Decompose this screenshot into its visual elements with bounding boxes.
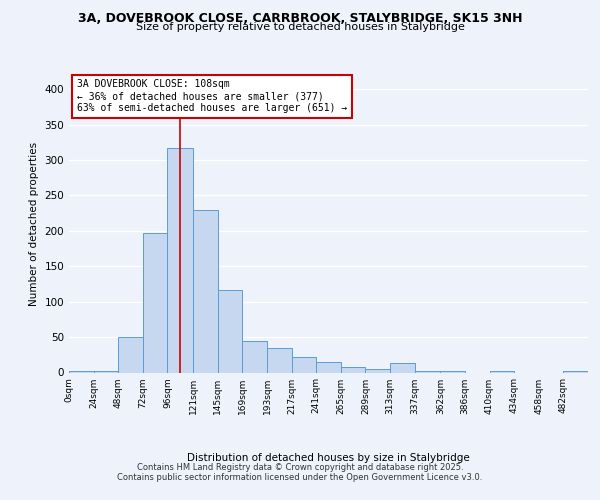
Y-axis label: Number of detached properties: Number of detached properties [29,142,39,306]
Text: Contains HM Land Registry data © Crown copyright and database right 2025.: Contains HM Land Registry data © Crown c… [137,462,463,471]
Bar [292,357,316,372]
Bar [490,371,514,372]
Bar [69,371,94,372]
Bar [341,367,365,372]
Bar [242,340,267,372]
Bar [143,233,167,372]
Bar [118,337,143,372]
Text: Contains public sector information licensed under the Open Government Licence v3: Contains public sector information licen… [118,472,482,482]
Text: 3A DOVEBROOK CLOSE: 108sqm
← 36% of detached houses are smaller (377)
63% of sem: 3A DOVEBROOK CLOSE: 108sqm ← 36% of deta… [77,80,347,112]
Bar [193,210,218,372]
Bar [440,371,465,372]
Bar [365,369,390,372]
Bar [415,371,440,372]
Text: 3A, DOVEBROOK CLOSE, CARRBROOK, STALYBRIDGE, SK15 3NH: 3A, DOVEBROOK CLOSE, CARRBROOK, STALYBRI… [78,12,522,26]
X-axis label: Distribution of detached houses by size in Stalybridge: Distribution of detached houses by size … [187,452,470,462]
Text: Size of property relative to detached houses in Stalybridge: Size of property relative to detached ho… [136,22,464,32]
Bar [563,371,588,372]
Bar [316,362,341,372]
Bar [167,148,193,372]
Bar [94,371,118,372]
Bar [267,348,292,372]
Bar [390,364,415,372]
Bar [218,290,242,372]
